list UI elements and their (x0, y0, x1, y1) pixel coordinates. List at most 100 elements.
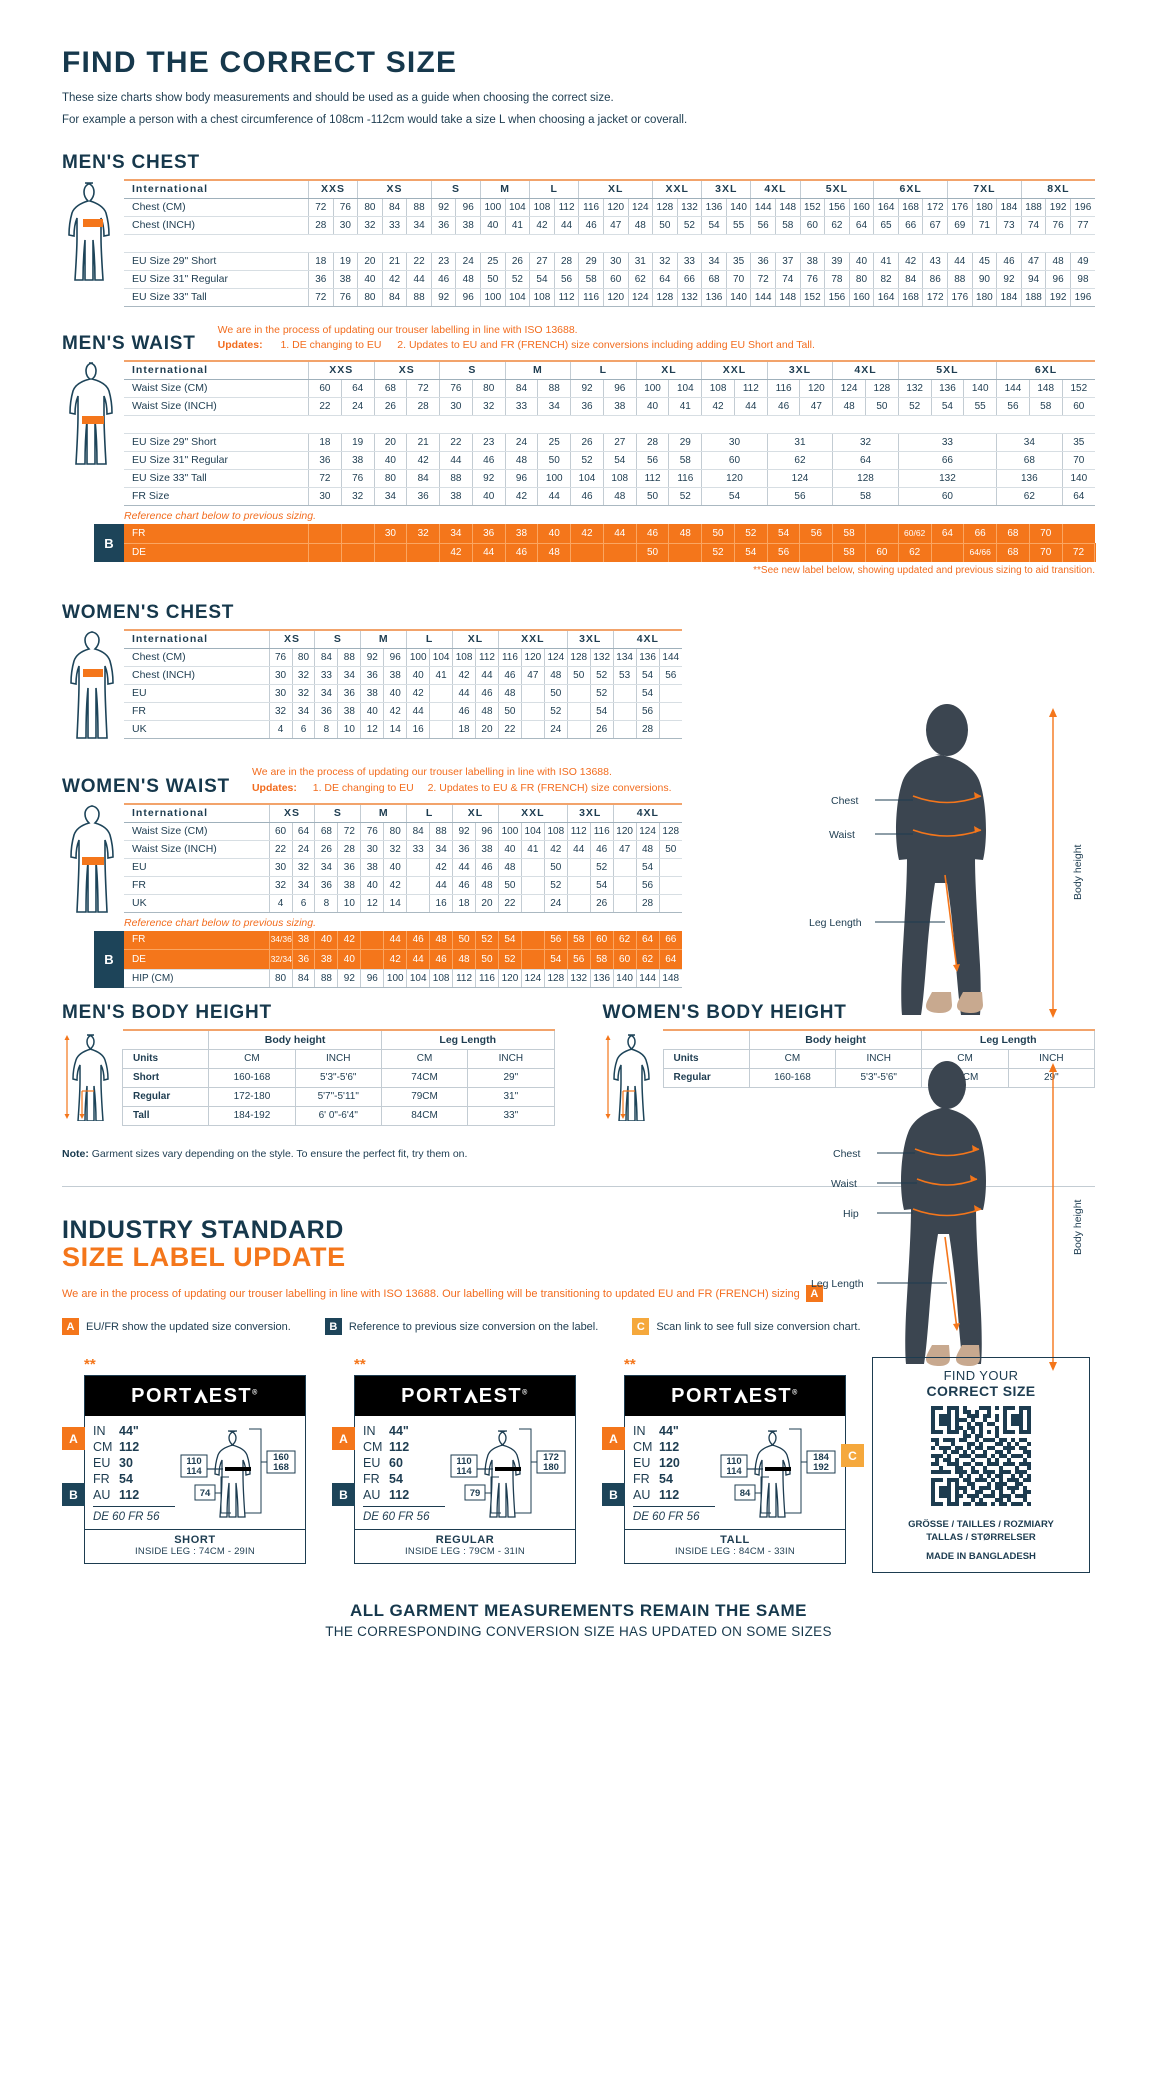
data-cell (567, 858, 591, 877)
data-cell: 64 (1062, 487, 1095, 507)
data-cell: 160 (849, 288, 875, 307)
main-content: FIND THE CORRECT SIZE These size charts … (62, 46, 1107, 1187)
data-cell: 55 (963, 397, 998, 417)
spec-line: CM 112 (93, 1439, 175, 1455)
data-cell: 136 (701, 198, 727, 217)
data-cell: 104 (505, 288, 531, 307)
data-cell: 72 (406, 379, 441, 399)
page-title: FIND THE CORRECT SIZE (62, 46, 458, 79)
fit-name: REGULAR (435, 1533, 495, 1546)
data-cell: 28 (337, 840, 362, 859)
industry-legend: A EU/FR show the updated size conversion.… (62, 1318, 1095, 1336)
data-cell: 156 (824, 198, 850, 217)
table-row: Waist Size (CM) 60 64 68 72 76 80 84 88 92 96 100 10… (124, 379, 1095, 399)
data-cell: 36 (360, 666, 385, 686)
size-header-cell: M (360, 802, 408, 823)
data-cell: 62 (636, 949, 660, 969)
womens-waist-ref-caption: Reference chart below to previous sizing… (124, 916, 317, 929)
data-cell: 40 (360, 876, 385, 895)
data-cell: 64 (341, 379, 375, 399)
data-cell: 66 (963, 524, 998, 544)
data-cell: 8 (314, 720, 339, 740)
data-cell: 96 (455, 288, 482, 307)
data-cell: 26 (570, 433, 604, 453)
size-header-cell: 4XL (750, 178, 801, 199)
data-cell: 172 (922, 198, 949, 217)
data-cell (567, 876, 591, 895)
data-cell: 108 (603, 469, 637, 489)
mens-waist-note-2: Updates: 1. DE changing to EU 2. Updates… (218, 338, 1095, 354)
svg-text:84: 84 (740, 1488, 751, 1499)
label-box: PORT EST® IN 44" CM 112 EU 120 FR 54 AU 112 DE 60 FR… (624, 1375, 846, 1564)
data-cell: 48 (1045, 252, 1071, 271)
data-cell: 92 (452, 822, 477, 841)
data-cell: 46 (475, 684, 499, 704)
industry-intro-line: We are in the process of updating our tr… (62, 1285, 1095, 1303)
label-card: ** A B PORT EST® IN 44" CM 112 EU 60 FR 54 AU 112 DE 60… (332, 1357, 576, 1564)
data-cell: 104 (668, 379, 703, 399)
table-row: Body height Leg Length (122, 1028, 555, 1050)
spec-key: AU (363, 1488, 381, 1503)
data-cell: 54 (734, 543, 768, 563)
data-cell: 100 (480, 198, 506, 217)
portwest-chevron-icon (463, 1389, 478, 1404)
data-cell: 176 (947, 288, 973, 307)
data-cell: 124 (832, 379, 867, 399)
data-cell: 36 (337, 684, 362, 704)
row-label: Short (121, 1067, 210, 1088)
table-row: DE 42 44 46 48 50 52 54 56 58 60 62 64/66 68 70 72… (124, 543, 1107, 563)
data-cell: 54 (529, 270, 555, 289)
data-cell (613, 702, 637, 722)
data-cell: 52 (668, 487, 703, 507)
data-cell: 40 (636, 397, 670, 417)
size-header-cell: XL (452, 802, 499, 823)
table-row: Chest (CM) 76 80 84 88 92 96 100 104 108 112 116 120… (124, 648, 682, 668)
size-header-cell: XL (452, 629, 499, 650)
data-cell: 22 (406, 252, 432, 271)
row-label: Chest (CM) (124, 198, 309, 217)
data-cell: 20 (357, 252, 383, 271)
data-cell (603, 543, 637, 563)
data-cell: 132 (677, 198, 703, 217)
svg-text:168: 168 (273, 1462, 289, 1473)
data-cell: 84 (406, 822, 431, 841)
spec-line: AU 112 (363, 1487, 445, 1503)
data-cell: 84 (898, 270, 924, 289)
data-cell: 38 (314, 949, 339, 969)
label-diagram: 110 114 160 168 74 (179, 1423, 297, 1525)
data-cell: 112 (636, 469, 670, 489)
data-cell (406, 543, 441, 563)
data-cell: 100 (537, 469, 572, 489)
data-cell: 184 (996, 288, 1022, 307)
spec-key: CM (93, 1440, 113, 1455)
data-cell: 112 (554, 288, 580, 307)
section-womens-waist: WOMEN'S WAIST We are in the process of u… (62, 765, 1095, 988)
data-cell: 41 (668, 397, 703, 417)
qr-code-icon[interactable] (931, 1406, 1031, 1507)
data-cell: 44 (406, 702, 431, 722)
data-cell: 49 (1070, 252, 1095, 271)
data-cell: 47 (603, 216, 629, 235)
data-cell: 50 (537, 451, 572, 471)
data-cell: 52 (505, 270, 531, 289)
data-cell: 164 (873, 288, 899, 307)
mens-body-height-block: MEN'S BODY HEIGHT (62, 1002, 555, 1126)
data-cell: 58 (1029, 397, 1063, 417)
portwest-chevron-icon (193, 1389, 208, 1404)
data-cell: 96 (603, 379, 637, 399)
inside-leg-text: INSIDE LEG : 79CM - 31IN (405, 1545, 525, 1557)
data-cell: 30 (269, 666, 293, 686)
brand-name: PORT EST® (671, 1385, 799, 1408)
data-cell: 74 (775, 270, 801, 289)
data-cell: 76 (1045, 216, 1071, 235)
data-cell: 52 (898, 397, 932, 417)
data-cell: 38 (439, 487, 473, 507)
data-cell: 44 (947, 252, 973, 271)
data-cell: 53 (613, 666, 637, 686)
data-cell: 10 (337, 894, 362, 913)
data-cell: 34 (292, 702, 316, 722)
data-cell: 47 (521, 666, 545, 686)
table-row: EU 30 32 34 36 38 40 42 44 46 48 50 52 54 (124, 858, 682, 877)
